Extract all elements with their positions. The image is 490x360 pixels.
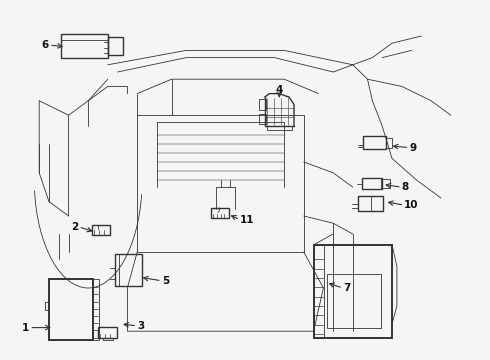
- Bar: [211, 208, 229, 218]
- Text: 6: 6: [42, 40, 49, 50]
- Bar: [98, 327, 117, 338]
- Text: 3: 3: [137, 321, 145, 331]
- Bar: [259, 99, 266, 110]
- Bar: [314, 245, 392, 338]
- Text: 9: 9: [409, 143, 416, 153]
- Text: 1: 1: [22, 323, 29, 333]
- Bar: [327, 274, 381, 328]
- Bar: [358, 196, 383, 211]
- Bar: [363, 136, 386, 149]
- Bar: [358, 196, 371, 211]
- Text: 4: 4: [275, 85, 283, 95]
- Bar: [381, 179, 390, 188]
- Bar: [61, 34, 108, 58]
- Bar: [362, 178, 382, 189]
- Text: 8: 8: [402, 182, 409, 192]
- Bar: [259, 114, 266, 124]
- Text: 11: 11: [240, 215, 255, 225]
- Bar: [386, 138, 392, 148]
- Bar: [115, 254, 142, 286]
- Bar: [108, 37, 122, 55]
- Bar: [92, 279, 99, 340]
- Text: 2: 2: [71, 222, 78, 232]
- Text: 10: 10: [404, 200, 419, 210]
- Bar: [49, 279, 93, 340]
- Bar: [314, 245, 324, 338]
- Text: 7: 7: [343, 283, 350, 293]
- Text: 5: 5: [162, 276, 169, 286]
- Bar: [92, 225, 110, 235]
